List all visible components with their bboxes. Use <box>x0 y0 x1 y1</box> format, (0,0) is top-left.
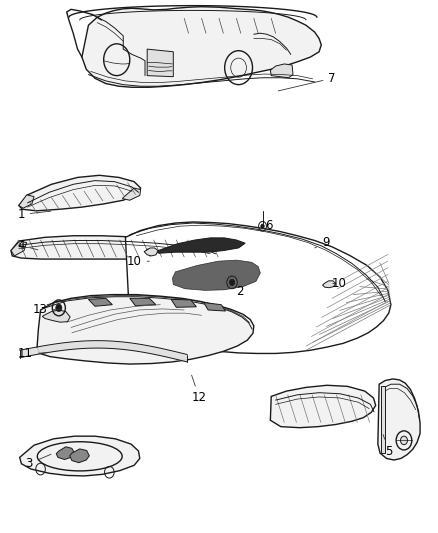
Polygon shape <box>125 222 391 353</box>
Text: 2: 2 <box>232 286 244 298</box>
Text: 1: 1 <box>17 208 51 221</box>
Polygon shape <box>171 300 196 308</box>
Polygon shape <box>204 303 226 311</box>
Polygon shape <box>11 241 27 256</box>
Polygon shape <box>88 298 113 306</box>
Text: 13: 13 <box>33 303 62 317</box>
Text: 11: 11 <box>18 348 49 360</box>
Polygon shape <box>378 379 420 460</box>
Text: 3: 3 <box>25 454 51 470</box>
Polygon shape <box>37 295 254 364</box>
Text: 4: 4 <box>17 239 38 252</box>
Polygon shape <box>270 64 293 78</box>
Text: 6: 6 <box>258 219 273 232</box>
Polygon shape <box>122 188 141 200</box>
Polygon shape <box>147 49 173 77</box>
Polygon shape <box>130 298 156 306</box>
Polygon shape <box>144 248 158 256</box>
Polygon shape <box>156 238 245 253</box>
Polygon shape <box>56 447 74 459</box>
Polygon shape <box>20 436 140 476</box>
Polygon shape <box>322 281 336 288</box>
Text: 12: 12 <box>191 375 207 405</box>
Polygon shape <box>19 175 141 211</box>
Polygon shape <box>381 386 385 453</box>
Polygon shape <box>19 195 34 208</box>
Text: 10: 10 <box>127 255 149 268</box>
Text: 9: 9 <box>315 236 329 249</box>
Text: 5: 5 <box>383 434 392 457</box>
Polygon shape <box>270 385 376 427</box>
Polygon shape <box>11 236 218 259</box>
Text: 10: 10 <box>331 277 346 290</box>
Polygon shape <box>201 244 218 256</box>
Polygon shape <box>82 7 321 87</box>
Polygon shape <box>42 310 70 322</box>
Polygon shape <box>70 449 89 463</box>
Circle shape <box>261 224 264 228</box>
Circle shape <box>400 436 407 445</box>
Text: 7: 7 <box>278 72 336 91</box>
Circle shape <box>56 304 62 312</box>
Circle shape <box>230 279 235 286</box>
Polygon shape <box>173 260 260 290</box>
